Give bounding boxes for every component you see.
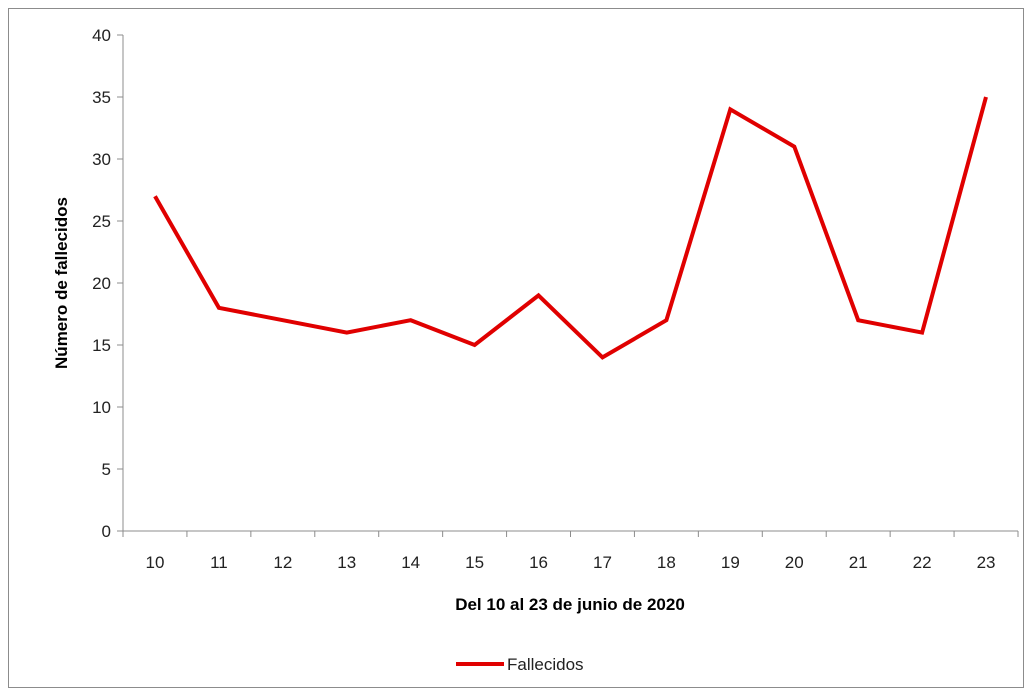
x-axis-title: Del 10 al 23 de junio de 2020 — [455, 595, 685, 614]
tick-labels: 0 5 10 15 20 25 30 35 40 10 11 12 13 14 15 16 17 18 19 20 21… — [92, 26, 995, 572]
y-tick-label: 5 — [102, 460, 111, 479]
x-tick-label: 18 — [657, 553, 676, 572]
y-tick-label: 35 — [92, 88, 111, 107]
x-tick-label: 15 — [465, 553, 484, 572]
x-tick-label: 21 — [849, 553, 868, 572]
x-tick-label: 19 — [721, 553, 740, 572]
x-tick-label: 13 — [337, 553, 356, 572]
series-layer — [153, 96, 988, 360]
y-tick-label: 20 — [92, 274, 111, 293]
x-tick-label: 16 — [529, 553, 548, 572]
y-tick-label: 25 — [92, 212, 111, 231]
x-tick-label: 10 — [146, 553, 165, 572]
y-tick-label: 30 — [92, 150, 111, 169]
x-tick-label: 20 — [785, 553, 804, 572]
x-tick-label: 17 — [593, 553, 612, 572]
y-axis-title: Número de fallecidos — [52, 197, 71, 369]
chart-frame — [8, 8, 1024, 688]
legend-label: Fallecidos — [507, 655, 584, 674]
y-tick-label: 15 — [92, 336, 111, 355]
y-tick-label: 0 — [102, 522, 111, 541]
y-tick-label: 40 — [92, 26, 111, 45]
x-tick-label: 14 — [401, 553, 420, 572]
x-tick-label: 23 — [977, 553, 996, 572]
x-tick-label: 11 — [210, 553, 228, 572]
x-tick-label: 22 — [913, 553, 932, 572]
series-line — [153, 96, 988, 360]
axes — [117, 34, 1019, 537]
y-tick-label: 10 — [92, 398, 111, 417]
legend: Fallecidos — [456, 655, 584, 674]
x-tick-label: 12 — [273, 553, 292, 572]
